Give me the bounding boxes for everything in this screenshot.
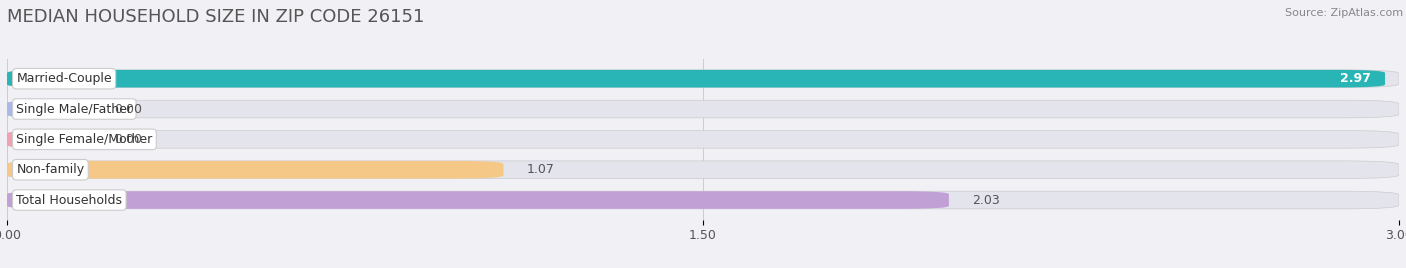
Text: 1.07: 1.07 <box>527 163 554 176</box>
Text: Source: ZipAtlas.com: Source: ZipAtlas.com <box>1285 8 1403 18</box>
Text: 2.03: 2.03 <box>972 193 1000 207</box>
Text: Total Households: Total Households <box>17 193 122 207</box>
FancyBboxPatch shape <box>7 100 1399 118</box>
FancyBboxPatch shape <box>7 100 90 118</box>
Text: Married-Couple: Married-Couple <box>17 72 112 85</box>
Text: Single Male/Father: Single Male/Father <box>17 103 132 116</box>
Text: 2.97: 2.97 <box>1340 72 1371 85</box>
FancyBboxPatch shape <box>7 70 1385 87</box>
FancyBboxPatch shape <box>7 70 1399 87</box>
Text: MEDIAN HOUSEHOLD SIZE IN ZIP CODE 26151: MEDIAN HOUSEHOLD SIZE IN ZIP CODE 26151 <box>7 8 425 26</box>
FancyBboxPatch shape <box>7 131 1399 148</box>
FancyBboxPatch shape <box>7 161 1399 178</box>
Text: 0.00: 0.00 <box>114 133 142 146</box>
FancyBboxPatch shape <box>7 191 1399 209</box>
FancyBboxPatch shape <box>7 191 949 209</box>
FancyBboxPatch shape <box>7 161 503 178</box>
Text: Single Female/Mother: Single Female/Mother <box>17 133 153 146</box>
Text: Non-family: Non-family <box>17 163 84 176</box>
Text: 0.00: 0.00 <box>114 103 142 116</box>
FancyBboxPatch shape <box>7 131 90 148</box>
